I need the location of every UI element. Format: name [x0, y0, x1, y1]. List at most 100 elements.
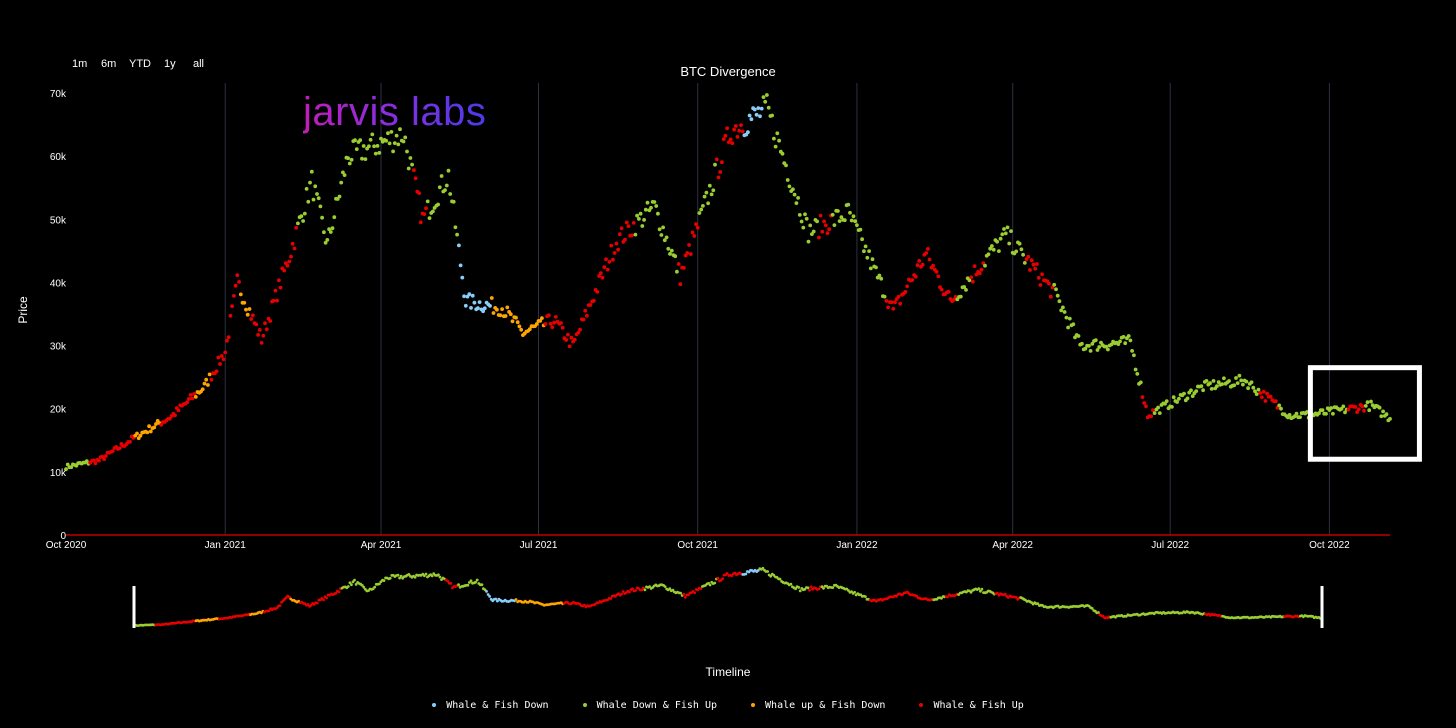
- price-point: [1130, 349, 1134, 353]
- price-point: [138, 433, 143, 438]
- price-point: [1258, 391, 1263, 395]
- price-point: [318, 204, 323, 209]
- range-all-button[interactable]: all: [193, 58, 205, 70]
- price-point: [216, 355, 221, 360]
- navigator-point: [457, 583, 460, 587]
- price-point: [952, 297, 956, 302]
- price-point: [664, 235, 669, 240]
- price-point: [583, 308, 588, 313]
- price-point: [488, 304, 492, 308]
- price-point: [853, 219, 858, 224]
- price-point: [221, 357, 226, 362]
- price-point: [242, 300, 247, 305]
- price-point: [1144, 404, 1148, 409]
- price-point: [412, 168, 416, 173]
- price-point: [322, 230, 326, 235]
- price-point: [1054, 287, 1058, 292]
- legend-whale-fish-up[interactable]: Whale & Fish Up: [919, 700, 1024, 711]
- range-1y-button[interactable]: 1y: [164, 58, 176, 70]
- price-point: [457, 243, 461, 248]
- price-point: [1036, 276, 1041, 280]
- price-point: [1360, 404, 1365, 409]
- price-point: [997, 249, 1001, 254]
- price-point: [746, 130, 750, 135]
- price-point: [1031, 262, 1036, 267]
- range-6m-button[interactable]: 6m: [101, 58, 117, 70]
- price-point: [491, 311, 496, 315]
- price-point: [185, 400, 190, 405]
- price-point: [637, 217, 641, 221]
- legend-marker: [582, 703, 587, 707]
- price-point: [917, 259, 922, 263]
- price-point: [678, 282, 683, 287]
- price-point: [979, 267, 984, 272]
- price-point: [559, 321, 563, 325]
- price-point: [237, 280, 242, 284]
- price-point: [706, 201, 710, 206]
- navigator-point: [424, 572, 428, 576]
- price-point: [991, 247, 996, 252]
- price-point: [437, 185, 442, 190]
- price-point: [1363, 404, 1368, 408]
- legend-whale-up-fish-down[interactable]: Whale up & Fish Down: [751, 700, 885, 711]
- price-point: [616, 247, 620, 252]
- price-point: [848, 210, 852, 215]
- price-point: [1251, 385, 1256, 390]
- navigator-point: [769, 574, 773, 578]
- price-point: [1104, 344, 1109, 349]
- y-axis-ticks: 0 10k 20k 30k 40k 50k 60k 70k: [50, 89, 67, 542]
- price-point: [1009, 229, 1013, 234]
- price-point: [439, 174, 444, 178]
- price-point: [519, 327, 524, 332]
- price-point: [600, 275, 605, 280]
- price-point: [699, 207, 704, 212]
- price-point: [408, 156, 413, 160]
- price-point: [1253, 389, 1257, 394]
- price-point: [676, 262, 681, 266]
- price-point: [868, 266, 873, 271]
- price-point: [709, 192, 714, 197]
- navigator-point: [325, 596, 328, 600]
- price-point: [230, 304, 235, 309]
- price-point: [1379, 414, 1384, 419]
- legend-whale-fish-down[interactable]: Whale & Fish Down: [432, 700, 549, 711]
- navigator-point: [693, 591, 696, 595]
- x-gridlines: [224, 83, 1330, 535]
- price-point: [1381, 409, 1385, 414]
- range-1m-button[interactable]: 1m: [72, 58, 88, 70]
- price-point: [739, 123, 743, 127]
- price-point: [368, 137, 373, 142]
- price-point: [1083, 346, 1088, 351]
- price-point: [927, 257, 932, 262]
- legend-whale-down-fish-up[interactable]: Whale Down & Fish Up: [582, 700, 717, 711]
- price-point: [735, 135, 740, 139]
- navigator-point: [278, 604, 282, 607]
- price-point: [971, 279, 975, 284]
- price-point: [251, 313, 255, 318]
- navigator-point: [287, 595, 291, 599]
- price-point: [273, 288, 278, 293]
- price-point: [1128, 338, 1133, 343]
- price-point: [1047, 281, 1051, 286]
- price-point: [675, 269, 679, 274]
- price-point: [190, 396, 195, 401]
- price-point: [817, 235, 821, 240]
- price-point: [259, 341, 264, 345]
- price-point: [910, 278, 915, 282]
- price-point: [332, 215, 337, 220]
- y-tick-label: 50k: [50, 215, 67, 226]
- price-point: [1222, 376, 1226, 381]
- price-point: [891, 306, 896, 311]
- range-ytd-button[interactable]: YTD: [129, 58, 151, 70]
- navigator-point: [798, 589, 802, 593]
- price-point: [275, 298, 279, 303]
- navigator-point: [446, 579, 450, 583]
- price-point: [972, 264, 977, 268]
- price-point: [842, 218, 847, 223]
- range-slider[interactable]: [132, 566, 1324, 628]
- price-point: [581, 317, 586, 322]
- price-point: [226, 335, 231, 340]
- price-point: [460, 275, 465, 280]
- price-point: [360, 156, 364, 161]
- price-point: [1140, 395, 1145, 399]
